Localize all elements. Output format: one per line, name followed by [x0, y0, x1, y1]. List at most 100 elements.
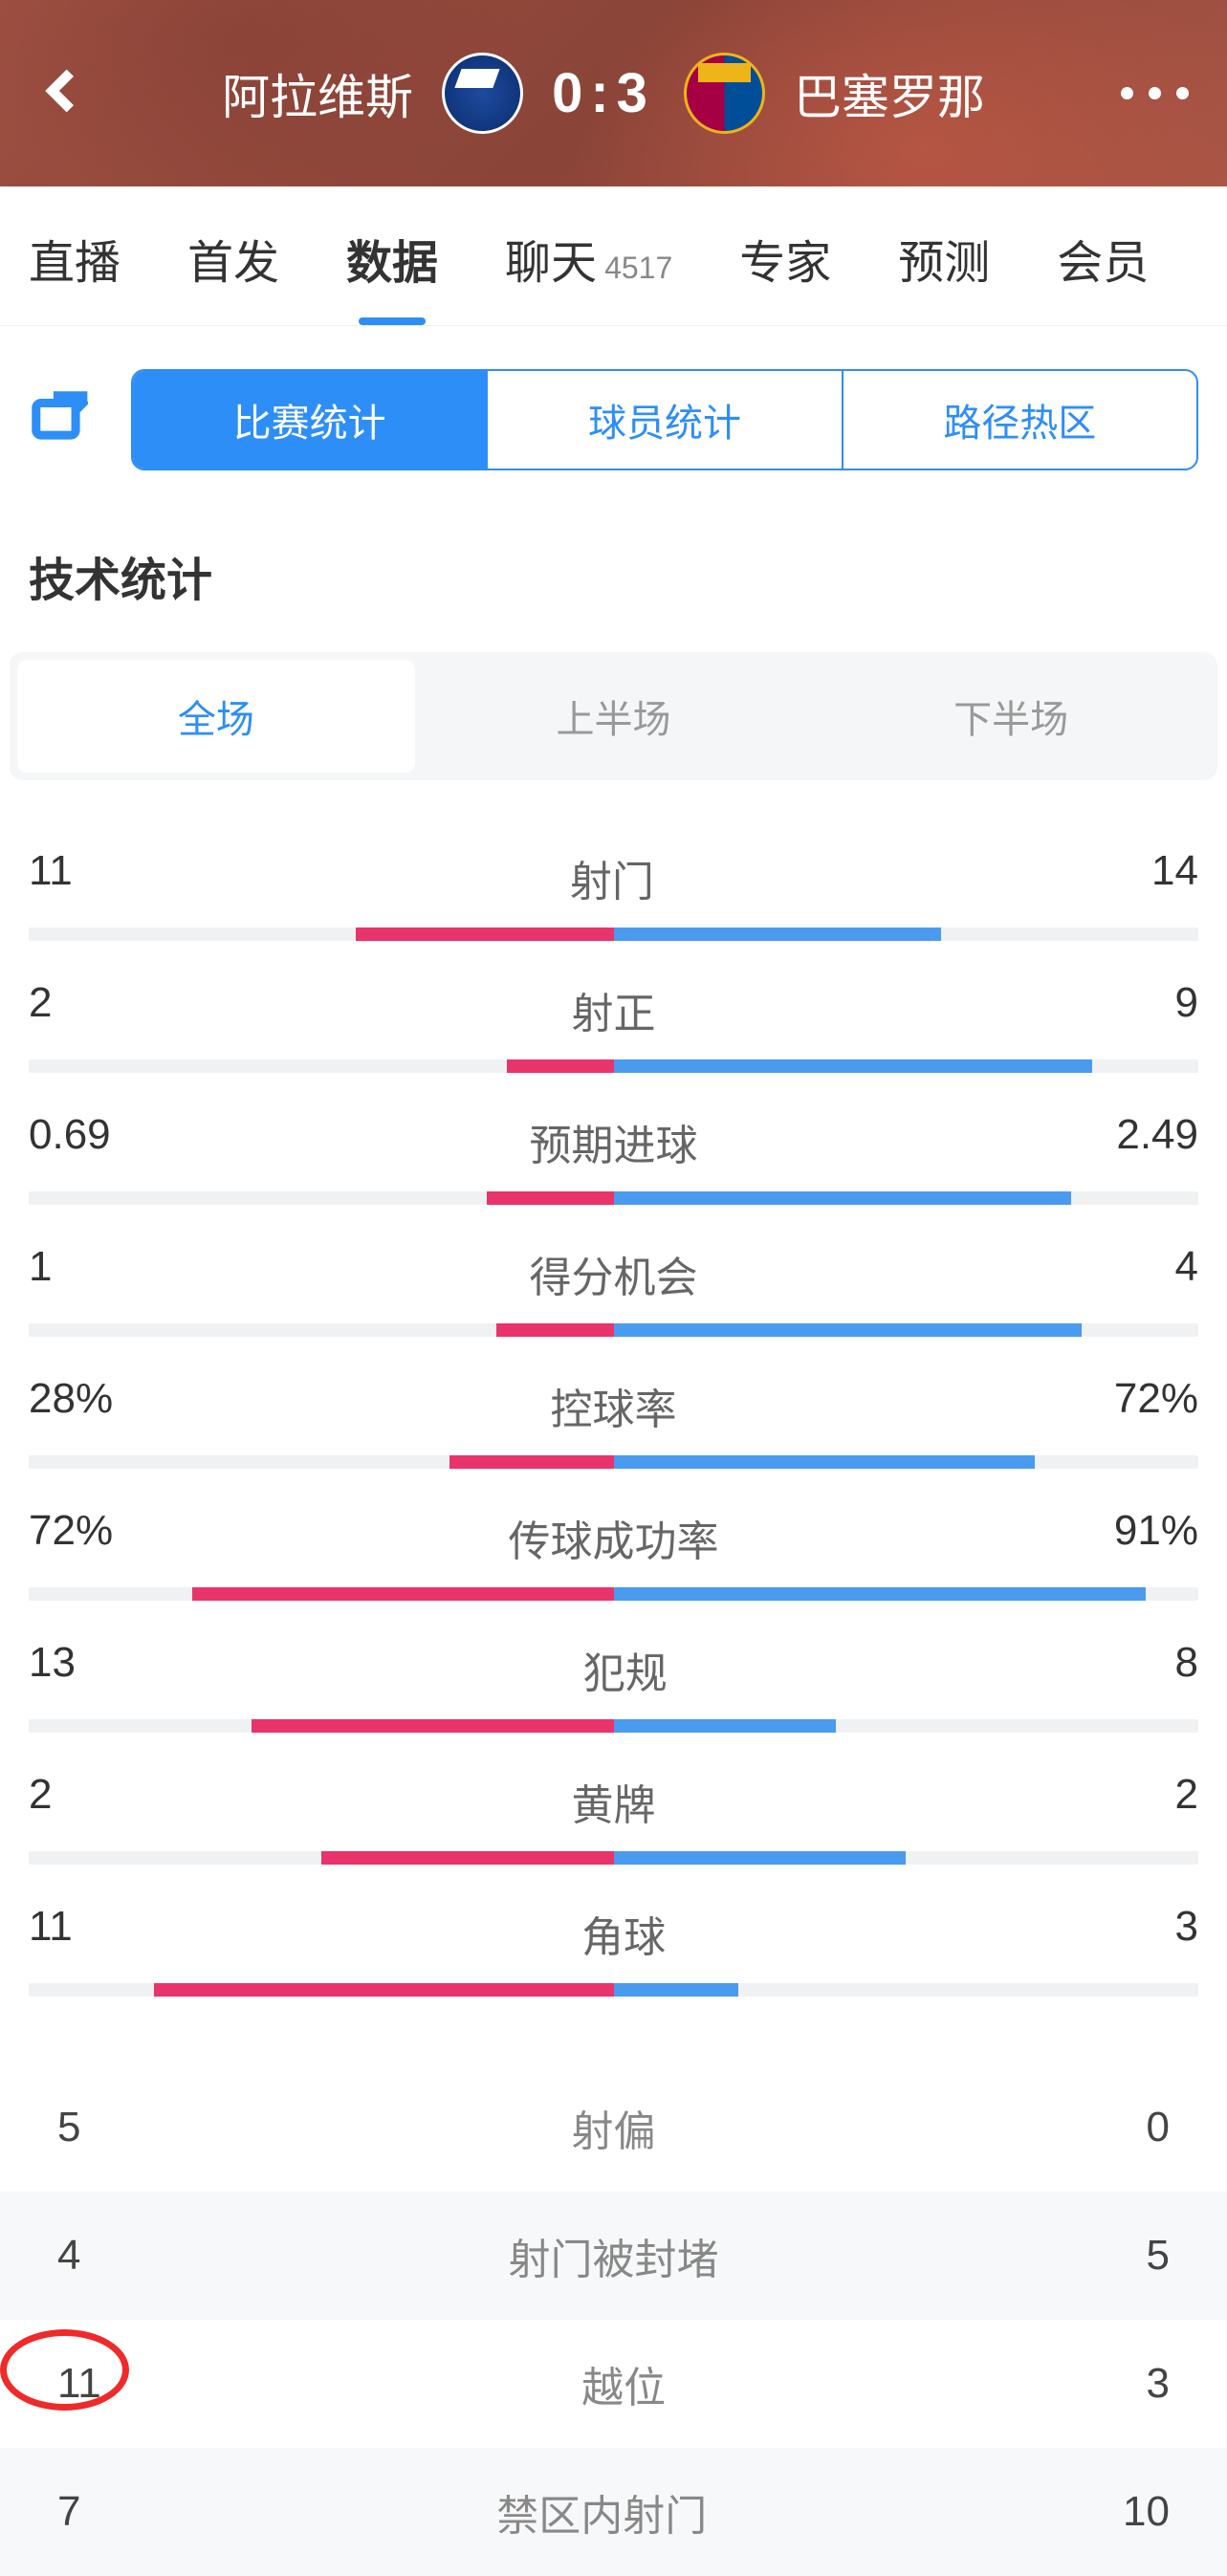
simple-home-value: 5 — [57, 2104, 80, 2151]
stat-name: 得分机会 — [530, 1243, 698, 1304]
period-tab[interactable]: 下半场 — [812, 660, 1210, 773]
segment-item[interactable]: 比赛统计 — [133, 371, 488, 469]
stat-labels: 2射正9 — [29, 979, 1198, 1040]
simple-home-value: 11 — [57, 2360, 101, 2408]
stat-labels: 1得分机会4 — [29, 1243, 1198, 1304]
stat-row: 11角球3 — [29, 1874, 1198, 2006]
segment-item[interactable]: 球员统计 — [488, 371, 843, 469]
stat-name: 黄牌 — [572, 1771, 656, 1832]
bar-away — [614, 1059, 1092, 1073]
stat-bar — [29, 928, 1198, 941]
stat-name: 传球成功率 — [509, 1507, 719, 1568]
bar-home — [487, 1191, 614, 1205]
simple-stat-name: 越位 — [581, 2353, 666, 2414]
bar-home — [449, 1455, 613, 1469]
rotate-button[interactable] — [29, 388, 88, 452]
simple-stats-list: 5射偏04射门被封堵511越位37禁区内射门10 — [0, 2063, 1227, 2576]
stat-home-value: 72% — [29, 1507, 113, 1568]
stat-labels: 28%控球率72% — [29, 1375, 1198, 1436]
stat-home-value: 0.69 — [29, 1111, 111, 1172]
nav-tab[interactable]: 直播 — [29, 225, 121, 325]
stats-type-segment: 比赛统计球员统计路径热区 — [131, 369, 1198, 470]
nav-tab[interactable]: 预测 — [898, 225, 990, 325]
bar-home — [154, 1983, 614, 1997]
stat-name: 犯规 — [583, 1639, 668, 1700]
segment-item[interactable]: 路径热区 — [844, 371, 1196, 469]
stat-home-value: 13 — [29, 1639, 76, 1700]
nav-tab[interactable]: 聊天4517 — [505, 225, 672, 325]
nav-tab-label: 聊天 — [505, 225, 597, 292]
nav-tab[interactable]: 数据 — [346, 225, 438, 325]
rotate-icon — [29, 388, 88, 448]
stat-bar — [29, 1587, 1198, 1601]
bar-away — [614, 1323, 1082, 1337]
stat-row: 13 犯规 8 — [29, 1610, 1198, 1742]
stat-labels: 2 黄牌 2 — [29, 1771, 1198, 1832]
stat-home-value: 11 — [29, 847, 73, 908]
simple-stat-row: 4射门被封堵5 — [0, 2192, 1227, 2320]
away-team-badge-icon — [684, 53, 765, 134]
stat-home-value: 2 — [29, 979, 52, 1040]
stat-away-value: 9 — [1175, 979, 1198, 1040]
nav-tab-label: 直播 — [29, 225, 121, 292]
stat-name: 射门 — [570, 847, 654, 908]
nav-tab[interactable]: 专家 — [739, 225, 831, 325]
score: 0:3 — [552, 61, 655, 125]
stat-away-value: 2 — [1175, 1771, 1198, 1832]
score-area: 阿拉维斯 0:3 巴塞罗那 — [222, 53, 985, 134]
nav-tab[interactable]: 会员 — [1057, 225, 1149, 325]
bar-away — [614, 1191, 1072, 1205]
stat-away-value: 2.49 — [1116, 1111, 1198, 1172]
bar-away — [614, 1587, 1146, 1601]
stat-row: 2射正9 — [29, 950, 1198, 1082]
nav-tabs: 直播首发数据聊天4517 专家预测会员 — [0, 186, 1227, 326]
bar-home — [356, 928, 613, 941]
stat-bar — [29, 1455, 1198, 1469]
stat-labels: 0.69 预期进球 2.49 — [29, 1111, 1198, 1172]
stat-bar — [29, 1191, 1198, 1205]
stat-bar — [29, 1983, 1198, 1997]
simple-home-value: 7 — [57, 2488, 80, 2536]
stat-bar — [29, 1851, 1198, 1865]
bar-home — [252, 1719, 614, 1733]
nav-tab-label: 数据 — [346, 225, 438, 292]
nav-tab[interactable]: 首发 — [187, 225, 279, 325]
stat-row: 28%控球率72% — [29, 1346, 1198, 1478]
stat-bar — [29, 1719, 1198, 1733]
subnav: 比赛统计球员统计路径热区 — [0, 326, 1227, 513]
stat-away-value: 4 — [1175, 1243, 1198, 1304]
home-team-name: 阿拉维斯 — [222, 59, 413, 128]
chevron-left-icon — [38, 67, 86, 115]
simple-stat-name: 射门被封堵 — [509, 2225, 719, 2286]
stat-bar — [29, 1059, 1198, 1073]
match-header: 阿拉维斯 0:3 巴塞罗那 — [0, 0, 1227, 186]
away-team-name: 巴塞罗那 — [794, 59, 985, 128]
stat-bar — [29, 1323, 1198, 1337]
stat-home-value: 2 — [29, 1771, 52, 1832]
period-tab[interactable]: 全场 — [17, 660, 415, 773]
simple-stat-name: 射偏 — [572, 2097, 656, 2158]
stat-row: 1得分机会4 — [29, 1214, 1198, 1346]
period-tabs: 全场上半场下半场 — [10, 652, 1217, 780]
nav-tab-label: 会员 — [1057, 225, 1149, 292]
bar-home — [192, 1587, 613, 1601]
dot-icon — [1149, 87, 1161, 99]
stat-away-value: 72% — [1114, 1375, 1198, 1436]
stat-row: 11射门14 — [29, 819, 1198, 950]
back-button[interactable] — [38, 67, 86, 120]
stat-name: 控球率 — [551, 1375, 677, 1436]
stat-name: 角球 — [581, 1903, 666, 1964]
simple-away-value: 0 — [1147, 2104, 1170, 2151]
period-tab[interactable]: 上半场 — [415, 660, 813, 773]
bar-home — [321, 1851, 614, 1865]
dot-icon — [1121, 87, 1133, 99]
simple-stat-row: 7禁区内射门10 — [0, 2448, 1227, 2576]
nav-tab-label: 预测 — [898, 225, 990, 292]
stat-name: 预期进球 — [530, 1111, 698, 1172]
stat-home-value: 11 — [29, 1903, 73, 1964]
stat-away-value: 8 — [1175, 1639, 1198, 1700]
stat-labels: 72%传球成功率91% — [29, 1507, 1198, 1568]
stat-row: 2 黄牌 2 — [29, 1742, 1198, 1874]
section-title: 技术统计 — [0, 513, 1227, 652]
more-button[interactable] — [1121, 87, 1189, 99]
